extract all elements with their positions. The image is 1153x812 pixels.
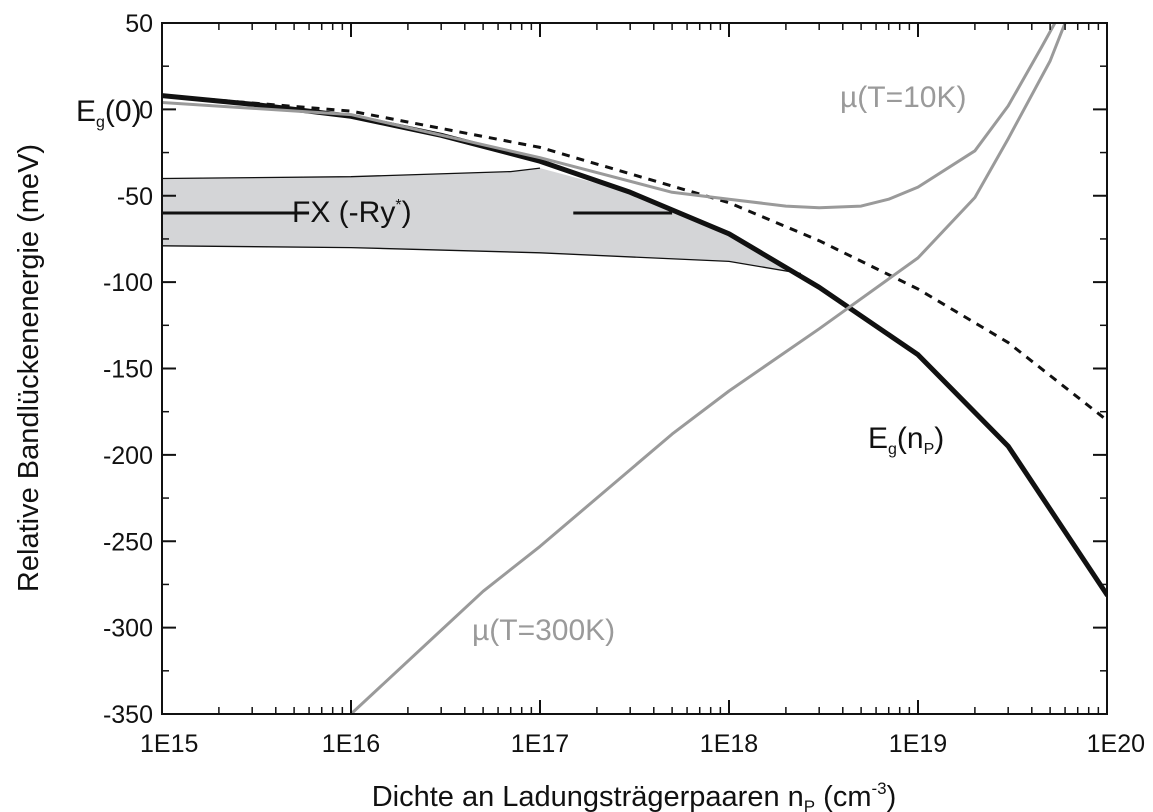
x-tick-label: 1E17 [511, 730, 569, 758]
annotation-eg-np-sub: g [888, 441, 897, 458]
annotation-eg0-sub: g [96, 114, 105, 131]
y-tick-label: -200 [103, 442, 153, 470]
series-eg_np [162, 93, 1107, 598]
x-tick-label: 1E19 [889, 730, 947, 758]
annotation-eg0-end: (0) [105, 95, 142, 128]
annotation-eg0-text: E [76, 95, 96, 128]
y-tick-label: -50 [117, 183, 153, 211]
x-axis-title-main: Dichte an Ladungsträgerpaaren n [372, 781, 804, 812]
annotation-eg-np-sub2: P [924, 441, 935, 458]
annotation-fx-end: ) [402, 196, 412, 229]
y-tick-label: -100 [103, 269, 153, 297]
y-tick-label: -300 [103, 615, 153, 643]
series-lines [162, 23, 1107, 714]
x-axis-title: Dichte an Ladungsträgerpaaren nP (cm-3) [372, 779, 897, 812]
annotation-fx-text: FX (-Ry [292, 196, 395, 229]
x-tick-label: 1E16 [322, 730, 380, 758]
annotation-mu-300k: µ(T=300K) [472, 614, 615, 647]
y-tick-label: 0 [139, 96, 153, 124]
x-tick-label: 1E20 [1087, 730, 1145, 758]
plot-frame [161, 22, 1108, 715]
annotation-eg-np-end2: ) [934, 422, 944, 455]
annotation-eg0: Eg(0) [76, 95, 142, 131]
x-axis-title-mid: (cm [815, 781, 871, 812]
y-tick-label: 50 [125, 10, 153, 38]
x-tick-label: 1E18 [700, 730, 758, 758]
x-tick-label: 1E15 [140, 730, 198, 758]
annotation-mu-10k: µ(T=10K) [840, 81, 967, 114]
fx-band-area [162, 168, 801, 274]
fx-band [162, 167, 802, 275]
y-axis-title: Relative Bandlückenenergie (meV) [13, 144, 45, 592]
annotation-fx: FX (-Ry*) [292, 196, 412, 229]
fx-band-lower-edge [162, 245, 802, 275]
x-axis-ticks: 1E15 1E16 1E17 1E18 1E19 1E20 [140, 23, 1145, 758]
x-axis-title-end: ) [887, 781, 897, 812]
y-tick-label: -250 [103, 528, 153, 556]
annotation-eg-np: Eg(nP) [868, 422, 944, 458]
series-mu_10k [162, 23, 1057, 210]
x-axis-title-sup: -3 [872, 779, 887, 798]
annotation-fx-sup: * [395, 197, 401, 214]
series-dashed [162, 94, 1107, 422]
x-axis-title-sub: P [804, 797, 815, 812]
annotation-eg-np-end: (n [897, 422, 924, 455]
series-mu_300k [349, 23, 1067, 714]
y-tick-label: -150 [103, 356, 153, 384]
y-axis-ticks: 50 0 -50 -100 -150 -200 -250 -300 -350 [103, 10, 1107, 729]
annotation-eg-np-text: E [868, 422, 888, 455]
y-tick-label: -350 [103, 701, 153, 729]
fx-band-upper-edge [162, 167, 541, 180]
